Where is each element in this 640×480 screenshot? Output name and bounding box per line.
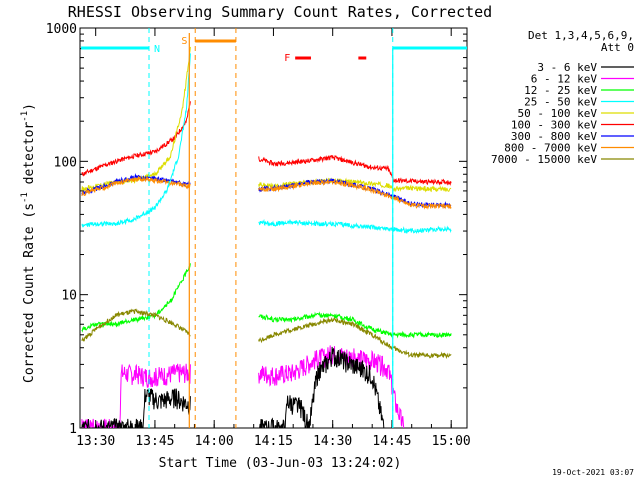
y-tick-label: 10 bbox=[61, 289, 77, 304]
series-line bbox=[81, 53, 452, 234]
saa-label: S bbox=[181, 36, 187, 47]
legend-entry-label: 3 - 6 keV bbox=[537, 61, 597, 74]
plot-area: 13:30 13:45 14:00 14:15 14:30 14:45 15:00 1 10 10… bbox=[46, 22, 471, 449]
footer-timestamp: 19-Oct-2021 03:07 bbox=[552, 468, 634, 477]
x-tick-label: 14:00 bbox=[195, 434, 234, 449]
legend-header-attenuator: Att 0 bbox=[601, 41, 634, 54]
x-axis-label: Start Time (03-Jun-03 13:24:02) bbox=[159, 456, 402, 471]
legend-entry-label: 100 - 300 keV bbox=[511, 119, 597, 132]
y-tick-label: 1000 bbox=[46, 22, 77, 37]
legend-entry-label: 25 - 50 keV bbox=[524, 96, 597, 109]
series-line bbox=[81, 175, 452, 210]
series-line bbox=[81, 308, 452, 360]
series-line bbox=[81, 346, 385, 428]
series-line bbox=[81, 46, 452, 193]
x-tick-label: 13:45 bbox=[135, 434, 174, 449]
legend-entry-label: 7000 - 15000 keV bbox=[491, 153, 597, 166]
legend-entry-label: 300 - 800 keV bbox=[511, 130, 597, 143]
series-line bbox=[81, 263, 452, 339]
x-tick-label: 13:30 bbox=[76, 434, 115, 449]
y-tick-label: 100 bbox=[54, 155, 77, 170]
legend-header-detectors: Det 1,3,4,5,6,9, bbox=[528, 29, 634, 42]
y-axis-label: Corrected Count Rate (s-1 detector-1) bbox=[20, 103, 37, 383]
legend-entry-label: 800 - 7000 keV bbox=[504, 142, 597, 155]
series-line bbox=[81, 345, 405, 428]
x-tick-label: 15:00 bbox=[432, 434, 471, 449]
series-line bbox=[81, 101, 452, 186]
x-tick-label: 14:15 bbox=[254, 434, 293, 449]
legend-entry-label: 50 - 100 keV bbox=[518, 107, 598, 120]
series-group bbox=[81, 28, 467, 428]
flare-label: F bbox=[284, 53, 290, 64]
chart-title: RHESSI Observing Summary Count Rates, Co… bbox=[68, 3, 492, 21]
legend-entry-label: 6 - 12 keV bbox=[531, 73, 598, 86]
x-tick-label: 14:45 bbox=[372, 434, 411, 449]
legend-entry-label: 12 - 25 keV bbox=[524, 84, 597, 97]
x-tick-label: 14:30 bbox=[313, 434, 352, 449]
y-tick-label: 1 bbox=[69, 422, 77, 437]
night-label: N bbox=[154, 44, 160, 55]
plot-frame bbox=[79, 27, 468, 429]
